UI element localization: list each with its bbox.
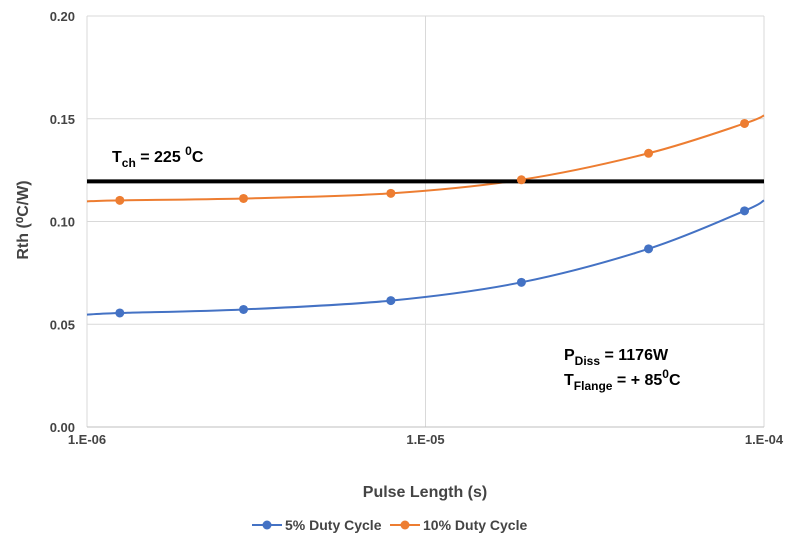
tflange-unit: C: [669, 372, 681, 389]
x-tick-label-2: 1.E-04: [745, 432, 784, 447]
data-point-5-duty-cycle-4: [644, 244, 654, 254]
data-point-5-duty-cycle-3: [516, 277, 526, 287]
series-curves: [86, 114, 765, 316]
data-point-10-duty-cycle-1: [239, 193, 249, 203]
tflange-rest: = + 85: [612, 372, 662, 389]
x-axis-title: Pulse Length (s): [363, 484, 487, 501]
pdiss-sub: Diss: [575, 354, 601, 368]
legend-label-5-duty-cycle: 5% Duty Cycle: [285, 517, 382, 533]
threshold-label-sub: ch: [122, 156, 136, 170]
threshold-label-unit: C: [192, 149, 204, 166]
data-point-5-duty-cycle-1: [239, 304, 249, 314]
x-tick-label-0: 1.E-06: [68, 432, 106, 447]
y-tick-label-1: 0.05: [50, 317, 75, 332]
x-tick-labels: 1.E-06 1.E-05 1.E-04: [68, 432, 784, 447]
threshold-label: Tch = 225 0C: [112, 144, 204, 170]
tflange-sub: Flange: [574, 379, 613, 393]
y-axis-title: Rth (⁰C/W): [15, 180, 32, 259]
legend-swatch-marker-5-duty-cycle: [262, 520, 272, 530]
data-point-10-duty-cycle-4: [644, 148, 654, 158]
legend: 5% Duty Cycle 10% Duty Cycle: [252, 517, 527, 533]
x-tick-label-1: 1.E-05: [406, 432, 444, 447]
data-point-5-duty-cycle-0: [115, 308, 125, 318]
threshold-label-main: T: [112, 149, 122, 166]
data-point-10-duty-cycle-3: [516, 175, 526, 185]
y-tick-labels: 0.00 0.05 0.10 0.15 0.20: [50, 9, 75, 435]
pdiss-annotation: PDiss = 1176W: [564, 347, 669, 368]
legend-label-10-duty-cycle: 10% Duty Cycle: [423, 517, 527, 533]
series-markers: [115, 118, 750, 318]
data-point-5-duty-cycle-2: [386, 296, 396, 306]
tflange-sup: 0: [662, 367, 669, 381]
tflange-main: T: [564, 372, 574, 389]
grid-lines: [86, 15, 765, 428]
y-tick-label-2: 0.10: [50, 215, 75, 230]
series-line-5-duty-cycle: [86, 199, 765, 316]
data-point-10-duty-cycle-5: [740, 118, 750, 128]
tflange-annotation: TFlange = + 850C: [564, 367, 681, 393]
data-point-5-duty-cycle-5: [740, 206, 750, 216]
data-point-10-duty-cycle-0: [115, 195, 125, 205]
y-tick-label-3: 0.15: [50, 112, 75, 127]
pdiss-main: P: [564, 347, 575, 364]
y-tick-label-4: 0.20: [50, 9, 75, 24]
pdiss-rest: = 1176W: [600, 347, 669, 364]
threshold-label-value: = 225: [136, 149, 185, 166]
threshold-label-sup: 0: [185, 144, 192, 158]
legend-swatch-marker-10-duty-cycle: [400, 520, 410, 530]
data-point-10-duty-cycle-2: [386, 188, 396, 198]
y-tick-label-0: 0.00: [50, 420, 75, 435]
series-line-10-duty-cycle: [86, 114, 765, 203]
